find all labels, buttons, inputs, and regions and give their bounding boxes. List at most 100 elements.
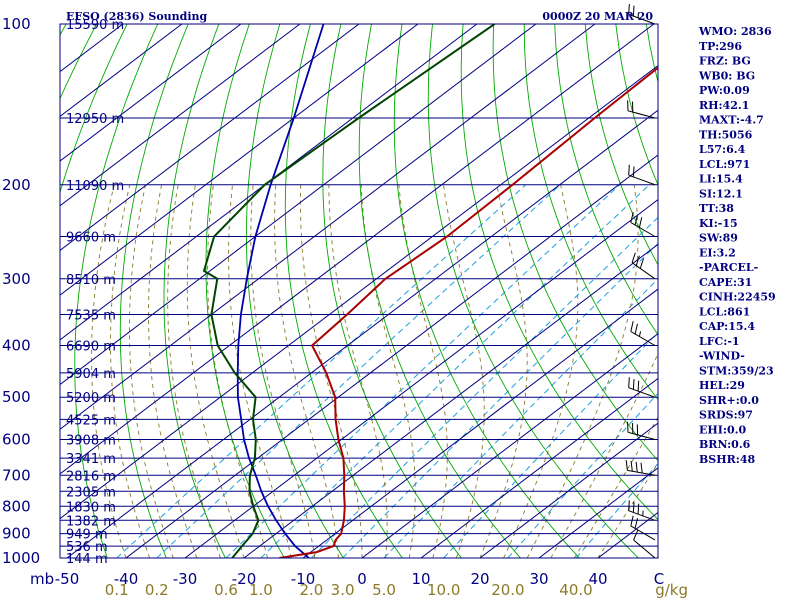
plot-frame bbox=[59, 23, 659, 559]
pressure-labels: 100 200 300 400 500 600 700 800 900 1000 mb bbox=[2, 15, 54, 588]
temperature-tick-label: -20 bbox=[232, 570, 257, 588]
moist-adiabat-line bbox=[398, 184, 448, 558]
isotherm-line bbox=[60, 24, 242, 162]
pressure-label-200: 200 bbox=[2, 176, 31, 194]
isotherm-line bbox=[60, 24, 183, 117]
mixing-ratio-label: 3.0 bbox=[331, 581, 355, 599]
pressure-label-600: 600 bbox=[2, 431, 31, 449]
pressure-unit-label: mb bbox=[30, 570, 54, 588]
isotherm-line bbox=[479, 422, 658, 558]
temperature-tick-label: 40 bbox=[588, 570, 607, 588]
isotherm-line bbox=[184, 199, 658, 558]
mixing-ratio-label: 5.0 bbox=[372, 581, 396, 599]
index-line: WMO: 2836 bbox=[698, 25, 772, 38]
index-line: L57:6.4 bbox=[699, 143, 746, 156]
moist-adiabat-line bbox=[186, 184, 245, 558]
wind-barb bbox=[627, 421, 656, 441]
pressure-label-500: 500 bbox=[2, 388, 31, 406]
isotherm-line bbox=[66, 109, 658, 558]
pressure-label-700: 700 bbox=[2, 466, 31, 484]
wind-barb bbox=[628, 164, 656, 186]
mixing-ratio-line bbox=[342, 242, 658, 558]
height-label: 11090 m bbox=[66, 179, 124, 194]
height-label: 144 m bbox=[66, 552, 108, 567]
wind-barb bbox=[628, 377, 656, 398]
index-line: SRDS:97 bbox=[699, 409, 753, 422]
height-label: 1830 m bbox=[66, 500, 116, 515]
height-labels: 15590 m 12950 m 11090 m 9660 m 8510 m 7535 m 6… bbox=[66, 18, 124, 567]
height-label: 3341 m bbox=[66, 452, 116, 467]
temperature-axis-labels: -50 -40 -30 -20 -10 0 10 20 30 40 C bbox=[55, 570, 664, 588]
mixing-ratio-labels: 0.1 0.2 0.6 1.0 2.0 3.0 5.0 10.0 20.0 40.0 g/kg bbox=[105, 581, 688, 599]
wind-barb bbox=[630, 515, 656, 541]
isotherm-line bbox=[538, 467, 658, 558]
index-line: PW:0.09 bbox=[699, 84, 750, 97]
index-line: LFC:-1 bbox=[699, 335, 740, 348]
dewpoint-profile-line bbox=[202, 24, 496, 558]
mixing-ratio-label: 0.2 bbox=[145, 581, 169, 599]
temperature-tick-label: 10 bbox=[411, 570, 430, 588]
isotherm-line bbox=[60, 24, 655, 475]
isotherm-line bbox=[60, 24, 301, 207]
index-line: CAPE:31 bbox=[699, 276, 752, 289]
pressure-label-800: 800 bbox=[2, 497, 31, 515]
isotherm-line bbox=[302, 288, 658, 558]
height-label: 536 m bbox=[66, 540, 108, 555]
isotherm-line bbox=[60, 24, 478, 341]
height-label: 15590 m bbox=[66, 18, 124, 33]
parcel-path-line bbox=[236, 24, 325, 558]
index-line: SI:12.1 bbox=[699, 187, 743, 200]
index-line: -WIND- bbox=[699, 350, 745, 363]
pressure-label-300: 300 bbox=[2, 270, 31, 288]
index-line: CAP:15.4 bbox=[699, 320, 755, 333]
index-line: RH:42.1 bbox=[699, 99, 749, 112]
mixing-ratio-label: 40.0 bbox=[559, 581, 592, 599]
height-label: 3908 m bbox=[66, 434, 116, 449]
mixing-ratio-label: 20.0 bbox=[491, 581, 524, 599]
isotherms bbox=[60, 24, 658, 558]
wind-barb bbox=[627, 100, 656, 119]
height-label: 4525 m bbox=[66, 413, 116, 428]
temperature-tick-label: -10 bbox=[291, 570, 316, 588]
wind-barb bbox=[630, 212, 656, 237]
wind-barb bbox=[631, 252, 656, 280]
index-line: BRN:0.6 bbox=[699, 438, 751, 451]
index-line: TP:296 bbox=[699, 40, 742, 53]
mixing-ratio-unit-label: g/kg bbox=[655, 581, 688, 599]
index-line: HEL:29 bbox=[699, 379, 745, 392]
sounding-profiles bbox=[202, 24, 658, 558]
height-label: 2305 m bbox=[66, 485, 116, 500]
index-line: BSHR:48 bbox=[699, 453, 755, 466]
index-line: TH:5056 bbox=[699, 128, 753, 141]
temperature-profile-line bbox=[279, 66, 658, 558]
height-label: 949 m bbox=[66, 528, 108, 543]
isotherm-line bbox=[243, 243, 658, 558]
index-line: LCL:971 bbox=[699, 158, 750, 171]
height-label: 6690 m bbox=[66, 340, 116, 355]
wind-barb bbox=[628, 3, 656, 25]
wind-barbs bbox=[625, 3, 656, 559]
index-line: STM:359/23 bbox=[699, 364, 774, 377]
temperature-tick-label: -40 bbox=[114, 570, 139, 588]
pressure-label-400: 400 bbox=[2, 337, 31, 355]
height-label: 5200 m bbox=[66, 391, 116, 406]
moist-adiabat-line bbox=[360, 184, 416, 558]
height-label: 1382 m bbox=[66, 514, 116, 529]
mixing-ratio-label: 10.0 bbox=[427, 581, 460, 599]
height-label: 8510 m bbox=[66, 273, 116, 288]
index-line: EI:3.2 bbox=[699, 246, 736, 259]
wind-barb bbox=[633, 530, 656, 559]
height-label: 7535 m bbox=[66, 309, 116, 324]
index-line: WB0: BG bbox=[698, 69, 755, 82]
index-line: EHI:0.0 bbox=[699, 423, 746, 436]
temperature-unit-label: C bbox=[654, 570, 664, 588]
index-line: LI:15.4 bbox=[699, 173, 743, 186]
isotherm-line bbox=[60, 24, 537, 386]
wind-barb bbox=[628, 500, 656, 521]
index-line: TT:38 bbox=[699, 202, 734, 215]
pressure-label-1000: 1000 bbox=[2, 549, 40, 567]
mixing-ratio-label: 0.6 bbox=[214, 581, 238, 599]
index-line: SW:89 bbox=[699, 232, 738, 245]
